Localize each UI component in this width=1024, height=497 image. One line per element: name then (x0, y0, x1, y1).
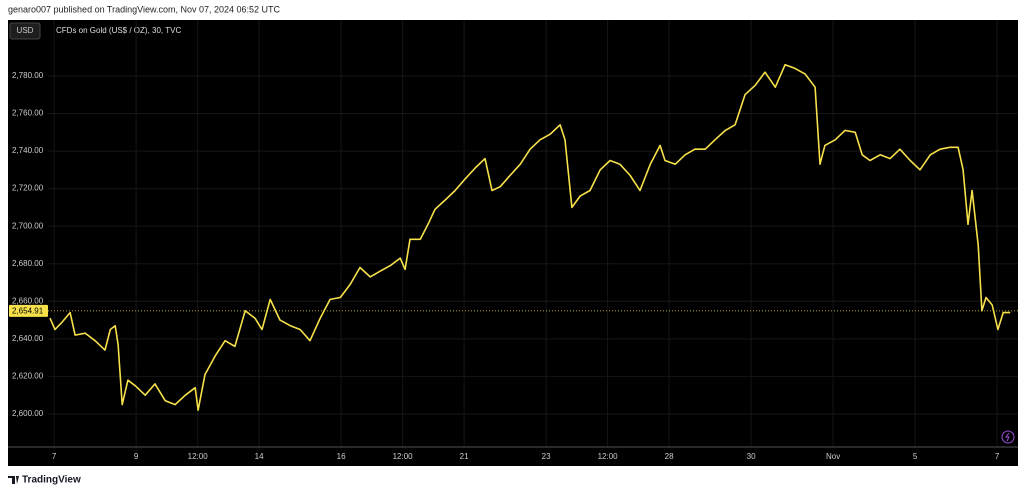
x-tick-label: 12:00 (598, 452, 619, 461)
y-tick-label: 2,720.00 (12, 184, 44, 193)
currency-box (9, 22, 41, 40)
x-tick-label: 7 (52, 452, 57, 461)
x-tick-label: 21 (460, 452, 469, 461)
footer-logo: TradingView (22, 475, 81, 486)
publish-info: genaro007 published on TradingView.com, … (8, 4, 281, 14)
x-tick-label: 30 (747, 452, 756, 461)
y-tick-label: 2,740.00 (12, 146, 44, 155)
last-price-box (9, 304, 48, 317)
last-price-label: 2,654.91 (12, 306, 44, 315)
x-tick-label: 16 (337, 452, 346, 461)
y-tick-label: 2,660.00 (12, 296, 44, 305)
y-tick-label: 2,620.00 (12, 372, 44, 381)
chart-background (8, 20, 1018, 466)
chart-title: CFDs on Gold (US$ / OZ), 30, TVC (56, 26, 181, 35)
lightning-icon[interactable] (1001, 430, 1015, 444)
x-tick-label: 9 (134, 452, 139, 461)
y-tick-label: 2,680.00 (12, 259, 44, 268)
x-tick-label: 28 (665, 452, 674, 461)
x-tick-label: 5 (913, 452, 918, 461)
y-tick-label: 2,760.00 (12, 109, 44, 118)
x-tick-label: 12:00 (393, 452, 414, 461)
y-tick-label: 2,700.00 (12, 221, 44, 230)
lightning-bolt (1005, 432, 1010, 442)
x-tick-label: 12:00 (188, 452, 209, 461)
x-tick-label: 7 (995, 452, 1000, 461)
logo-icon (8, 476, 19, 484)
y-tick-label: 2,640.00 (12, 334, 44, 343)
price-line (49, 63, 1011, 411)
x-tick-label: 14 (255, 452, 264, 461)
currency: USD (17, 26, 34, 35)
x-tick-label: 23 (542, 452, 551, 461)
y-tick-label: 2,780.00 (12, 71, 44, 80)
x-tick-label: Nov (826, 452, 840, 461)
y-tick-label: 2,600.00 (12, 409, 44, 418)
